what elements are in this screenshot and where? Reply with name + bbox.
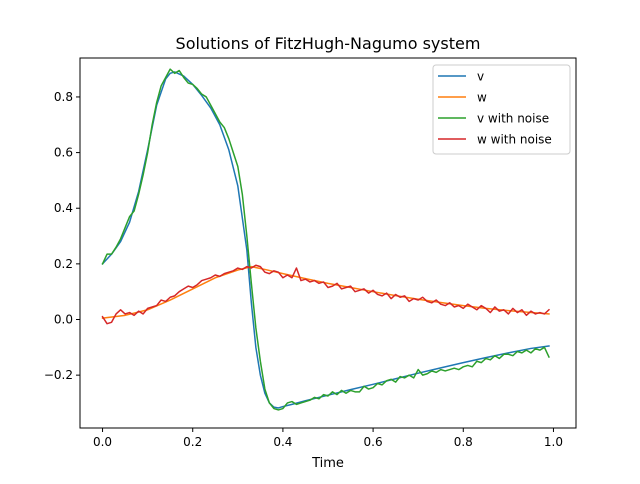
legend-frame: [432, 64, 571, 155]
x-tick-label: 0.0: [93, 435, 112, 449]
legend: vw v with noise w with noise: [432, 64, 571, 155]
legend-label-2: v with noise: [477, 112, 549, 126]
x-tick-label: 1.0: [544, 435, 563, 449]
x-axis-label: Time: [311, 456, 344, 471]
y-tick-label: −0.2: [44, 368, 73, 382]
legend-label-3: w with noise: [477, 133, 552, 147]
x-tick-label: 0.8: [454, 435, 473, 449]
y-tick-label: 0.4: [54, 201, 73, 215]
series-line-0: [101, 71, 550, 409]
series-line-3: [101, 264, 551, 325]
y-tick-label: 0.2: [54, 257, 73, 271]
y-tick-label: 0.6: [54, 146, 73, 160]
series-line-2: [101, 68, 550, 411]
legend-label-1: w: [477, 91, 487, 105]
legend-label-0: v: [477, 70, 484, 84]
series-layer: [101, 68, 551, 411]
chart-title: Solutions of FitzHugh-Nagumo system: [176, 34, 481, 53]
x-tick-label: 0.6: [364, 435, 383, 449]
series-line-1: [101, 265, 550, 319]
y-tick-label: 0.8: [54, 90, 73, 104]
x-tick-label: 0.2: [183, 435, 202, 449]
y-tick-label: 0.0: [54, 313, 73, 327]
plot-frame: [79, 57, 577, 429]
x-tick-label: 0.4: [273, 435, 292, 449]
x-axis: 0.0 0.2 0.4 0.6 0.8 1.0: [93, 428, 563, 449]
y-axis: −0.2 0.0 0.2 0.4 0.6 0.8: [44, 90, 80, 382]
